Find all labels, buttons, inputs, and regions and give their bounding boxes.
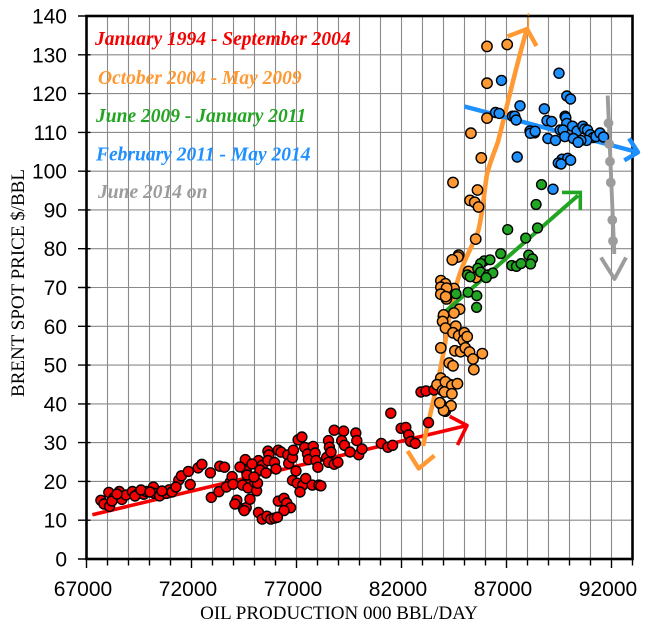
- svg-text:80: 80: [44, 238, 67, 261]
- svg-text:110: 110: [34, 122, 67, 145]
- svg-text:20: 20: [44, 471, 67, 494]
- svg-text:0: 0: [55, 549, 67, 572]
- svg-text:June 2014 on: June 2014 on: [97, 182, 207, 203]
- svg-text:92000: 92000: [579, 578, 637, 601]
- svg-text:90: 90: [44, 199, 67, 222]
- svg-text:67000: 67000: [54, 578, 112, 601]
- svg-text:30: 30: [44, 432, 67, 455]
- svg-text:140: 140: [32, 6, 67, 29]
- svg-text:100: 100: [32, 161, 67, 184]
- svg-text:82000: 82000: [369, 578, 427, 601]
- svg-text:77000: 77000: [264, 578, 322, 601]
- svg-text:10: 10: [44, 510, 67, 533]
- svg-text:70: 70: [44, 277, 67, 300]
- svg-text:February 2011 - May 2014: February 2011 - May 2014: [95, 145, 311, 166]
- svg-text:June 2009 - January 2011: June 2009 - January 2011: [95, 106, 306, 127]
- svg-text:BRENT SPOT PRICE $/BBL: BRENT SPOT PRICE $/BBL: [8, 169, 29, 397]
- svg-text:40: 40: [44, 393, 67, 416]
- svg-text:72000: 72000: [159, 578, 217, 601]
- svg-text:OIL PRODUCTION 000 BBL/DAY: OIL PRODUCTION 000 BBL/DAY: [200, 603, 478, 624]
- svg-text:50: 50: [44, 355, 67, 378]
- svg-text:January 1994 - September 2004: January 1994 - September 2004: [94, 29, 351, 50]
- svg-text:130: 130: [32, 44, 67, 67]
- svg-text:120: 120: [32, 83, 67, 106]
- svg-text:87000: 87000: [474, 578, 532, 601]
- svg-text:60: 60: [44, 316, 67, 339]
- svg-text:October 2004 - May 2009: October 2004 - May 2009: [98, 68, 302, 89]
